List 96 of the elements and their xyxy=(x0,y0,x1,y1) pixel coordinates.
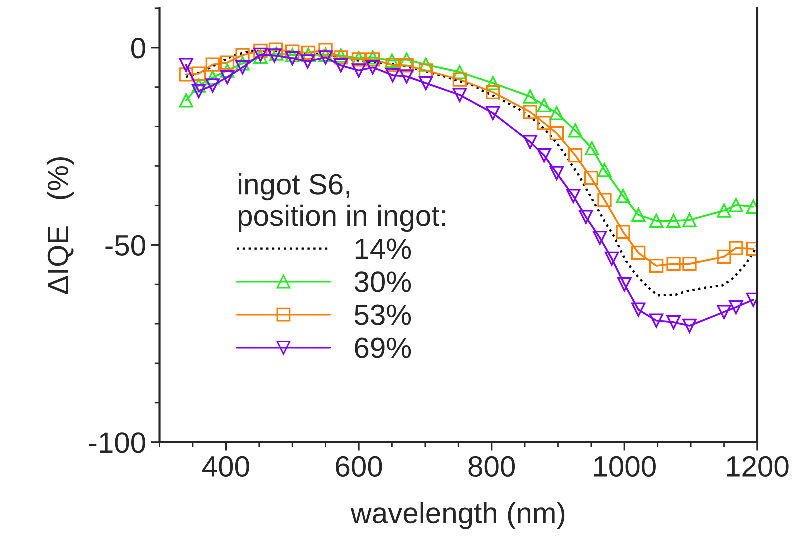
point xyxy=(550,126,564,141)
point xyxy=(179,68,194,82)
point xyxy=(592,230,608,246)
point xyxy=(682,256,697,272)
point xyxy=(537,98,552,113)
point xyxy=(300,54,315,69)
y-axis-title: ΔIQE (%) xyxy=(47,158,74,294)
point xyxy=(318,50,333,65)
point xyxy=(206,78,220,93)
legend-title: ingot S6, position in ingot: xyxy=(238,173,446,232)
legend-label: 69% xyxy=(355,338,412,358)
point xyxy=(286,44,300,59)
x-axis-title: wavelength (nm) xyxy=(350,502,565,530)
point xyxy=(550,166,564,180)
point xyxy=(286,48,300,62)
x-tick-label: 600 xyxy=(336,456,382,478)
point xyxy=(400,70,414,84)
legend-label: 14% xyxy=(356,238,412,260)
point xyxy=(537,116,552,130)
point xyxy=(568,148,583,163)
point xyxy=(666,256,681,272)
point xyxy=(486,76,500,90)
point xyxy=(386,58,400,72)
legend-label: 53% xyxy=(354,304,412,326)
point xyxy=(366,60,380,75)
point xyxy=(717,204,732,218)
point xyxy=(682,318,697,334)
point xyxy=(523,135,538,150)
point xyxy=(598,163,612,178)
point xyxy=(566,189,581,204)
point xyxy=(550,106,564,120)
point xyxy=(717,305,732,320)
point xyxy=(568,124,583,138)
point xyxy=(386,68,400,83)
point xyxy=(400,52,414,67)
point xyxy=(632,302,646,317)
point xyxy=(537,148,552,163)
point xyxy=(616,189,630,204)
point xyxy=(318,43,333,58)
point xyxy=(632,246,646,260)
point xyxy=(254,44,268,58)
point xyxy=(400,58,414,73)
point xyxy=(418,58,434,72)
point xyxy=(418,64,434,78)
point xyxy=(236,60,250,75)
point xyxy=(206,58,220,72)
point xyxy=(236,48,250,62)
point xyxy=(452,72,468,87)
point xyxy=(220,64,235,78)
point xyxy=(598,193,612,208)
point xyxy=(616,225,630,240)
point xyxy=(192,78,206,93)
point xyxy=(585,141,600,156)
legend-label: 30% xyxy=(354,272,412,292)
y-tick-label: 0 xyxy=(131,38,146,59)
point xyxy=(682,213,697,228)
point xyxy=(579,210,594,224)
x-tick-label: 1000 xyxy=(594,456,656,478)
point xyxy=(632,208,646,222)
point xyxy=(236,56,250,71)
point xyxy=(352,64,366,78)
point xyxy=(452,65,468,80)
point xyxy=(486,85,500,100)
point xyxy=(418,76,434,90)
point xyxy=(649,214,664,228)
point xyxy=(179,94,194,108)
y-tick-label: -50 xyxy=(106,235,146,256)
point xyxy=(666,214,681,228)
point xyxy=(618,277,632,292)
point xyxy=(385,54,400,68)
point xyxy=(334,58,348,73)
point xyxy=(452,88,468,102)
point xyxy=(729,198,744,212)
point xyxy=(268,42,284,57)
point xyxy=(192,66,206,81)
point xyxy=(220,70,235,85)
point xyxy=(220,56,235,70)
x-tick-label: 400 xyxy=(202,456,250,478)
point xyxy=(649,258,664,274)
point xyxy=(523,90,538,104)
point xyxy=(666,315,681,330)
x-tick-label: 1200 xyxy=(727,456,789,478)
point xyxy=(179,58,194,72)
point xyxy=(286,51,300,66)
point xyxy=(717,250,732,264)
x-tick-label: 800 xyxy=(468,456,516,478)
point xyxy=(486,106,500,120)
point xyxy=(584,170,599,186)
point xyxy=(729,300,744,315)
point xyxy=(729,241,744,256)
point xyxy=(206,70,220,85)
y-tick-label: -100 xyxy=(89,432,146,454)
point xyxy=(649,314,664,328)
point xyxy=(604,252,620,266)
point xyxy=(192,84,206,98)
point xyxy=(523,105,538,120)
